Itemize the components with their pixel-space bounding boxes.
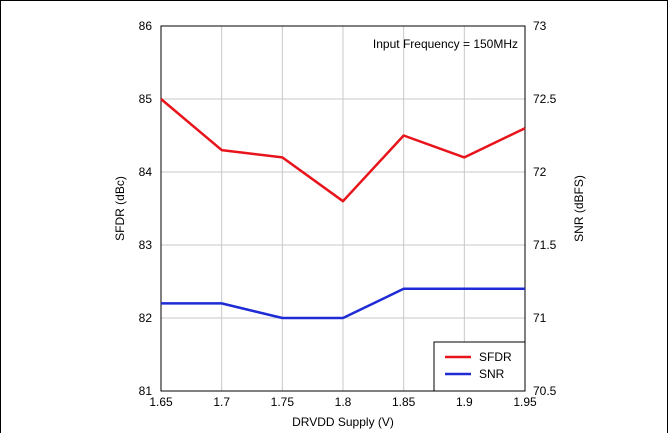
legend-label-snr: SNR — [479, 367, 505, 381]
y-right-tick-label: 70.5 — [533, 384, 557, 398]
y-right-tick-label: 71.5 — [533, 238, 557, 252]
annotation-text: Input Frequency = 150MHz — [373, 37, 518, 51]
x-tick-labels: 1.65 1.7 1.75 1.8 1.85 1.9 1.95 — [149, 395, 537, 409]
y-left-tick-label: 82 — [139, 311, 153, 325]
series-layer — [160, 98, 526, 320]
x-tick-label: 1.9 — [456, 395, 473, 409]
y-right-tick-label: 72 — [533, 165, 547, 179]
x-tick-label: 1.85 — [392, 395, 416, 409]
y-left-tick-label: 84 — [139, 165, 153, 179]
legend: SFDR SNR — [433, 341, 526, 392]
y-left-tick-label: 86 — [139, 19, 153, 33]
y-left-tick-label: 83 — [139, 238, 153, 252]
x-tick-label: 1.7 — [213, 395, 230, 409]
y-left-tick-label: 85 — [139, 92, 153, 106]
series-line-snr — [161, 287, 525, 320]
x-tick-label: 1.75 — [271, 395, 295, 409]
x-tick-label: 1.65 — [149, 395, 173, 409]
grid — [161, 26, 525, 391]
legend-box — [433, 341, 526, 392]
y-left-axis-label: SFDR (dBc) — [113, 176, 127, 241]
x-tick-label: 1.95 — [513, 395, 537, 409]
y-right-tick-label: 71 — [533, 311, 547, 325]
series-line-sfdr — [160, 98, 526, 203]
y-right-tick-label: 73 — [533, 19, 547, 33]
y-right-tick-label: 72.5 — [533, 92, 557, 106]
y-right-axis-label: SNR (dBFS) — [572, 175, 586, 242]
x-axis-label: DRVDD Supply (V) — [292, 415, 394, 429]
x-tick-label: 1.8 — [335, 395, 352, 409]
y-left-tick-label: 81 — [139, 384, 153, 398]
y-left-tick-labels: 81 82 83 84 85 86 — [139, 19, 153, 398]
plot-area — [160, 25, 526, 392]
y-right-tick-labels: 70.5 71 71.5 72 72.5 73 — [533, 19, 557, 398]
legend-label-sfdr: SFDR — [479, 350, 512, 364]
